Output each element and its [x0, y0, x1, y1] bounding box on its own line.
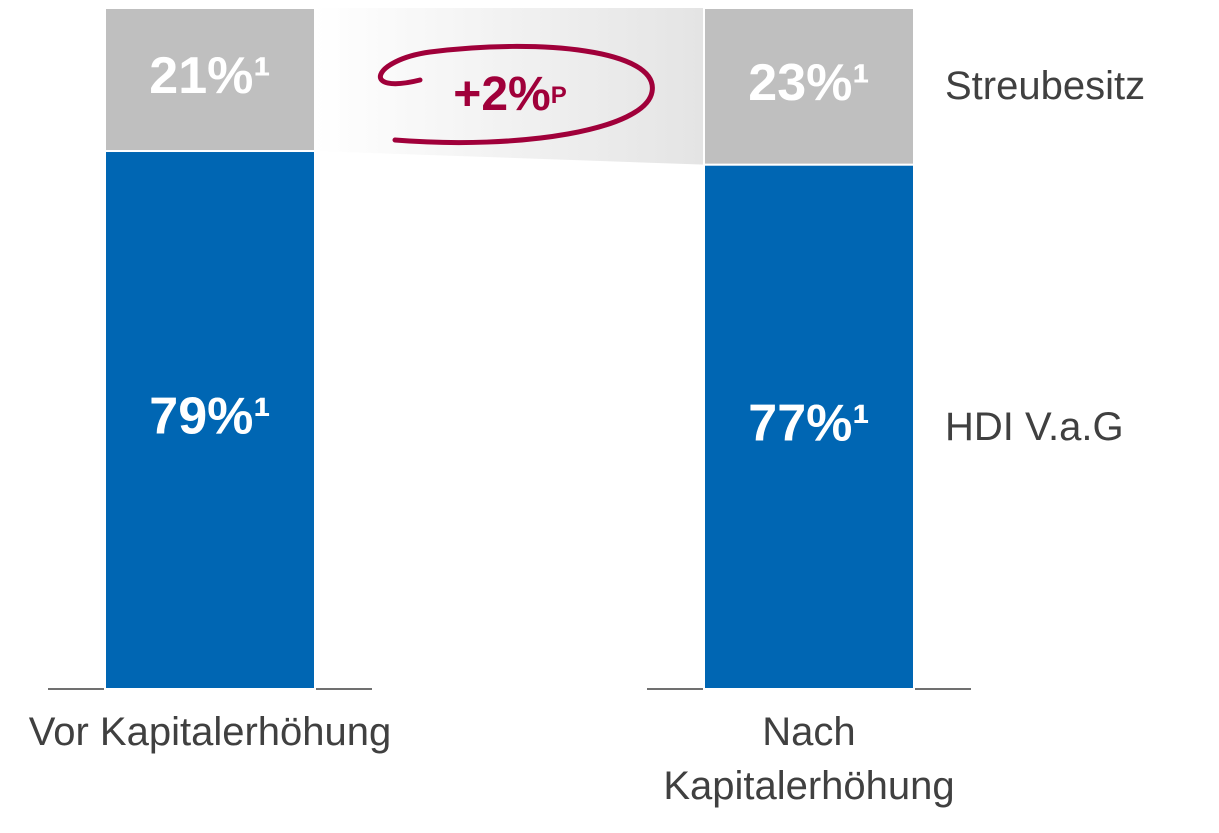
legend-label: Streubesitz	[945, 64, 1146, 109]
category-label: Vor Kapitalerhöhung	[28, 710, 392, 754]
annotation: +2%P	[453, 68, 566, 121]
value-label: 77%¹	[748, 395, 869, 453]
bar-segment	[703, 163, 915, 690]
value-label: 79%¹	[149, 388, 270, 446]
bar-segment	[703, 7, 915, 166]
value-label: 23%¹	[748, 54, 869, 112]
bar-segment	[104, 150, 316, 690]
annotation-ellipse	[377, 43, 655, 146]
bar-segment	[104, 7, 316, 153]
annotation-text: +2%	[453, 68, 550, 121]
annotation-suffix: P	[551, 82, 567, 109]
value-label: 21%¹	[149, 47, 270, 105]
legend-label: HDI V.a.G	[945, 404, 1124, 449]
category-label: Nach Kapitalerhöhung	[663, 710, 955, 808]
